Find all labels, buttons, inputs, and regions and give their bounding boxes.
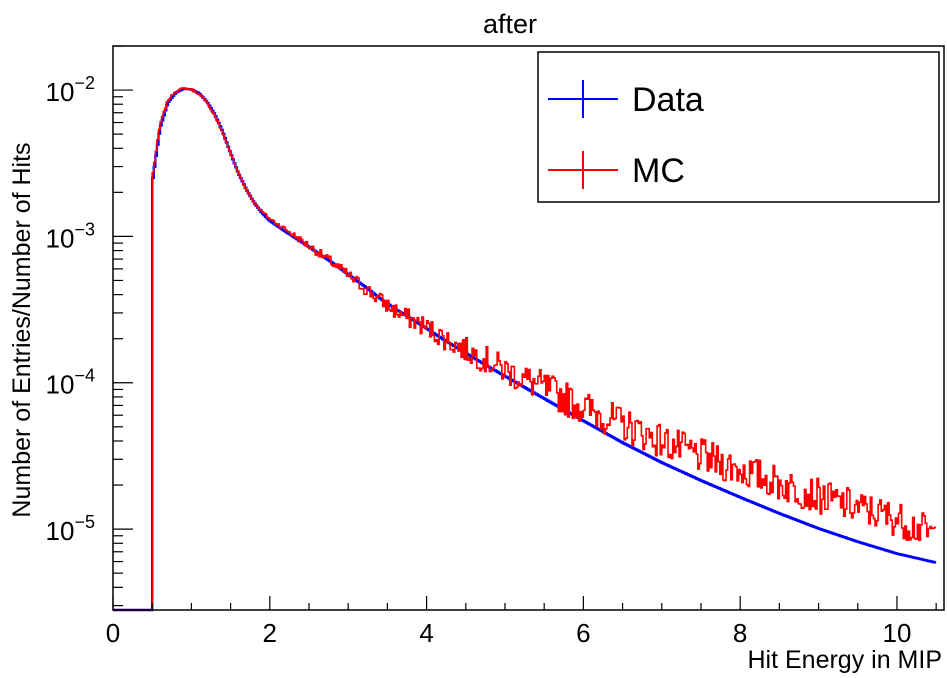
x-tick-label: 8 bbox=[733, 618, 747, 648]
legend-item-mc: MC bbox=[548, 151, 685, 190]
series-line-data bbox=[113, 87, 937, 612]
x-axis-title: Hit Energy in MIP bbox=[747, 646, 942, 674]
legend-box bbox=[537, 51, 940, 203]
x-tick-label: 4 bbox=[419, 618, 433, 648]
y-axis-title: Number of Entries/Number of Hits bbox=[8, 142, 36, 517]
legend-label-mc: MC bbox=[632, 152, 685, 190]
x-axis: 0 2 4 6 8 10 bbox=[106, 596, 937, 648]
chart-title: after bbox=[483, 9, 537, 39]
legend-item-data: Data bbox=[548, 80, 704, 119]
x-tick-label: 6 bbox=[576, 618, 590, 648]
legend: Data MC bbox=[537, 51, 940, 203]
y-tick-label: 10−3 bbox=[46, 219, 95, 253]
series-line-mc bbox=[113, 87, 937, 611]
x-tick-label: 2 bbox=[263, 618, 277, 648]
x-tick-label: 0 bbox=[106, 618, 120, 648]
x-tick-label: 10 bbox=[883, 618, 912, 648]
y-tick-label: 10−5 bbox=[46, 512, 95, 546]
legend-label-data: Data bbox=[632, 81, 704, 119]
plot-frame bbox=[112, 45, 945, 611]
series-layer bbox=[113, 87, 937, 612]
y-tick-label: 10−4 bbox=[46, 366, 95, 400]
y-tick-label: 10−2 bbox=[46, 73, 95, 107]
y-axis: 10−5 10−4 10−3 10−2 bbox=[46, 45, 133, 607]
